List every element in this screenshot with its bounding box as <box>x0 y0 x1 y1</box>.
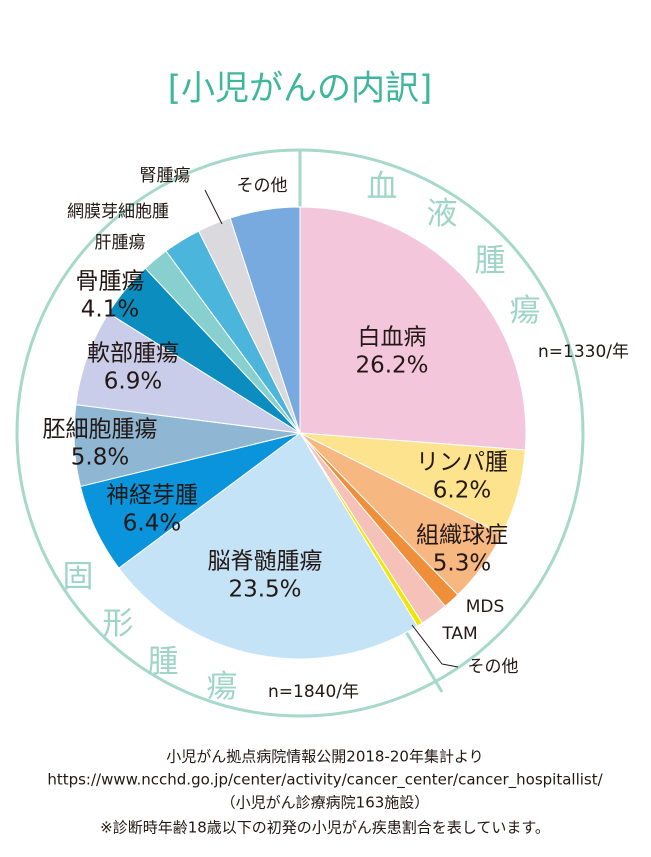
value-label: 6.9% <box>104 369 162 395</box>
ring-divider <box>403 629 444 693</box>
group-count: n=1330/年 <box>538 342 629 362</box>
slice <box>299 206 527 451</box>
pie <box>73 206 527 660</box>
slice-label: 軟部腫瘍 <box>87 341 179 367</box>
leader-line <box>204 189 223 225</box>
slice-label: 胚細胞腫瘍 <box>43 417 158 443</box>
slice-label: 脳脊髄腫瘍 <box>208 549 323 575</box>
slice <box>229 206 301 434</box>
group-label: 固形腫瘍 <box>63 559 238 705</box>
slice-label: MDS <box>466 597 505 617</box>
slice-label: その他 <box>237 176 288 196</box>
note: 小児がん拠点病院情報公開2018-20年集計より <box>166 748 483 766</box>
leader-line <box>441 663 459 668</box>
value-label: 4.1% <box>81 297 139 323</box>
value-label: 23.5% <box>228 577 301 603</box>
value-label: 6.2% <box>433 478 491 504</box>
value-label: 26.2% <box>355 353 428 379</box>
group-count: n=1840/年 <box>268 682 359 702</box>
note: ※診断時年齢18歳以下の初発の小児がん疾患割合を表しています。 <box>100 819 550 837</box>
chart-title: [小児がんの内訳] <box>168 69 433 109</box>
leader-line <box>411 624 443 665</box>
slice-label: 組織球症 <box>416 523 508 549</box>
slice-label: 肝腫瘍 <box>95 233 146 253</box>
slice-label: リンパ腫 <box>416 450 508 476</box>
slice-label: 骨腫瘍 <box>76 269 145 295</box>
slice-label: 白血病 <box>358 325 427 351</box>
note: （小児がん診療病院163施設） <box>221 794 430 812</box>
note: https://www.ncchd.go.jp/center/activity/… <box>47 771 603 790</box>
value-label: 6.4% <box>123 511 181 537</box>
group-label: 血液腫瘍 <box>367 169 541 329</box>
slice-label: TAM <box>441 624 477 644</box>
value-label: 5.3% <box>433 551 491 577</box>
slice-label: 神経芽腫 <box>106 483 198 509</box>
slice <box>118 432 419 660</box>
slice-label: その他 <box>468 657 519 677</box>
slice-label: 網膜芽細胞腫 <box>67 202 169 222</box>
slice-label: 腎腫瘍 <box>140 166 191 186</box>
value-label: 5.8% <box>71 445 129 471</box>
